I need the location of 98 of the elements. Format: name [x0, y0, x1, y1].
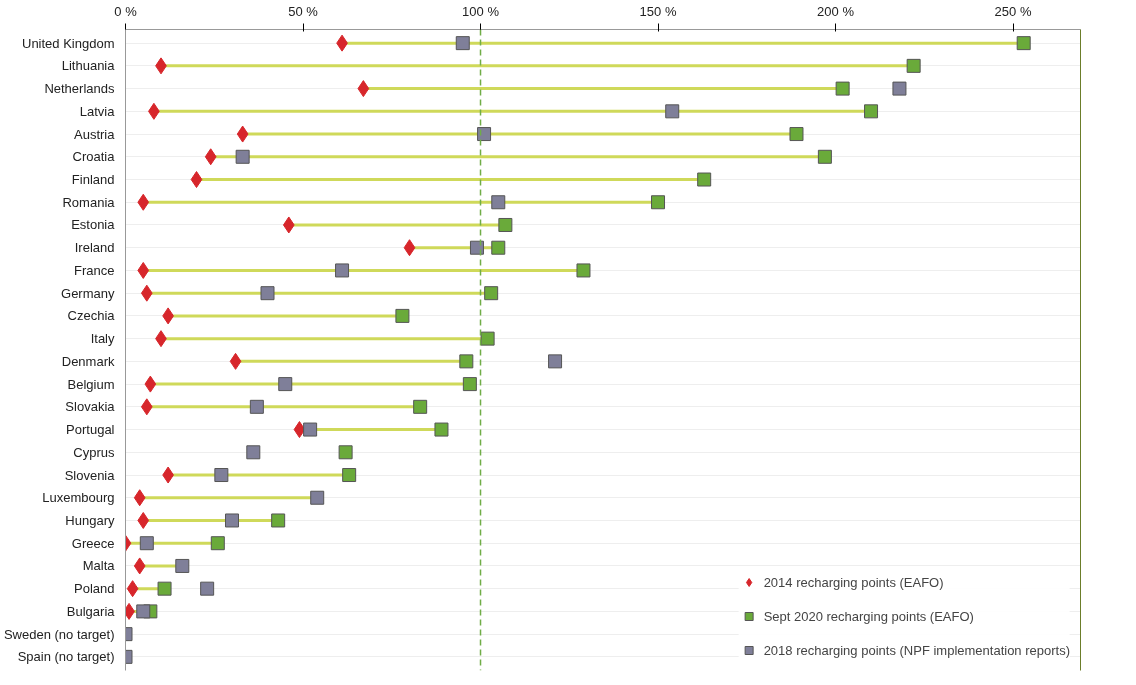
y-tick-label: Latvia: [79, 103, 116, 119]
point: [1016, 36, 1031, 51]
point: [310, 490, 325, 505]
point: [144, 375, 157, 393]
y-tick-label: Bulgaria: [66, 603, 116, 619]
point: [491, 195, 506, 210]
point: [434, 422, 449, 437]
x-tick-label: 250 %: [994, 3, 1032, 19]
point: [260, 286, 275, 301]
y-tick-label: Romania: [62, 194, 116, 210]
point: [210, 536, 225, 551]
point: [455, 36, 470, 51]
point: [137, 511, 150, 529]
y-tick-label: Cyprus: [73, 444, 115, 460]
point: [480, 331, 495, 346]
point: [697, 172, 712, 187]
y-tick-label: Slovenia: [64, 467, 116, 483]
point: [338, 445, 353, 460]
y-tick-label: Greece: [71, 535, 115, 551]
point: [484, 286, 499, 301]
point: [214, 468, 229, 483]
point: [817, 149, 832, 164]
point: [491, 240, 506, 255]
point: [469, 240, 484, 255]
y-tick-label: Finland: [71, 172, 115, 188]
x-tick-label: 0 %: [114, 3, 138, 19]
y-tick-label: Austria: [74, 126, 116, 142]
point: [342, 468, 357, 483]
point: [136, 604, 151, 619]
point: [357, 80, 370, 98]
point: [140, 284, 153, 302]
point: [133, 489, 146, 507]
point: [225, 513, 240, 528]
x-tick-label: 150 %: [639, 3, 677, 19]
y-tick-label: Malta: [82, 558, 116, 574]
point: [413, 399, 428, 414]
point: [157, 581, 172, 596]
point: [137, 261, 150, 279]
y-tick-label: Croatia: [72, 149, 116, 165]
point: [335, 263, 350, 278]
y-tick-label: Belgium: [67, 376, 115, 392]
y-tick-label: Germany: [61, 285, 115, 301]
point: [906, 58, 921, 73]
y-tick-label: United Kingdom: [22, 35, 115, 51]
y-tick-label: Slovakia: [65, 399, 116, 415]
point: [665, 104, 680, 119]
y-tick-label: Ireland: [74, 240, 115, 256]
y-tick-label: Italy: [90, 331, 115, 347]
y-tick-label: Estonia: [71, 217, 116, 233]
point: [249, 399, 264, 414]
x-tick-label: 50 %: [288, 3, 319, 19]
point: [548, 354, 563, 369]
point: [789, 127, 804, 142]
point: [403, 239, 416, 257]
point: [651, 195, 666, 210]
point: [235, 149, 250, 164]
point: [282, 216, 295, 234]
y-tick-label: Lithuania: [61, 58, 116, 74]
point: [175, 558, 190, 573]
y-tick-label: Sweden (no target): [3, 626, 115, 642]
y-tick-label: Spain (no target): [17, 649, 115, 665]
point: [126, 580, 139, 598]
point: [395, 308, 410, 323]
point: [246, 445, 261, 460]
point: [229, 352, 242, 370]
y-tick-label: Czechia: [67, 308, 116, 324]
point: [204, 148, 217, 166]
point: [462, 377, 477, 392]
point: [200, 581, 215, 596]
point: [477, 127, 492, 142]
legend-label: 2014 recharging points (EAFO): [763, 574, 944, 590]
x-tick-label: 200 %: [817, 3, 855, 19]
point: [459, 354, 474, 369]
legend-label: Sept 2020 recharging points (EAFO): [763, 608, 974, 624]
point: [303, 422, 318, 437]
point: [133, 557, 146, 575]
point: [190, 171, 203, 189]
point: [835, 81, 850, 96]
point: [576, 263, 591, 278]
y-tick-label: France: [74, 262, 115, 278]
point: [236, 125, 249, 143]
point: [278, 377, 293, 392]
y-tick-label: Netherlands: [44, 81, 115, 97]
point: [139, 536, 154, 551]
x-tick-label: 100 %: [462, 3, 500, 19]
y-tick-label: Portugal: [66, 422, 115, 438]
point: [271, 513, 286, 528]
point: [137, 193, 150, 211]
point: [498, 217, 513, 232]
point: [140, 398, 153, 416]
point: [864, 104, 879, 119]
legend-label: 2018 recharging points (NPF implementation reports): [763, 642, 1070, 658]
point: [293, 421, 306, 439]
y-tick-label: Hungary: [65, 512, 115, 528]
y-tick-label: Luxembourg: [42, 490, 115, 506]
y-tick-label: Denmark: [61, 353, 115, 369]
point: [892, 81, 907, 96]
y-tick-label: Poland: [74, 581, 115, 597]
